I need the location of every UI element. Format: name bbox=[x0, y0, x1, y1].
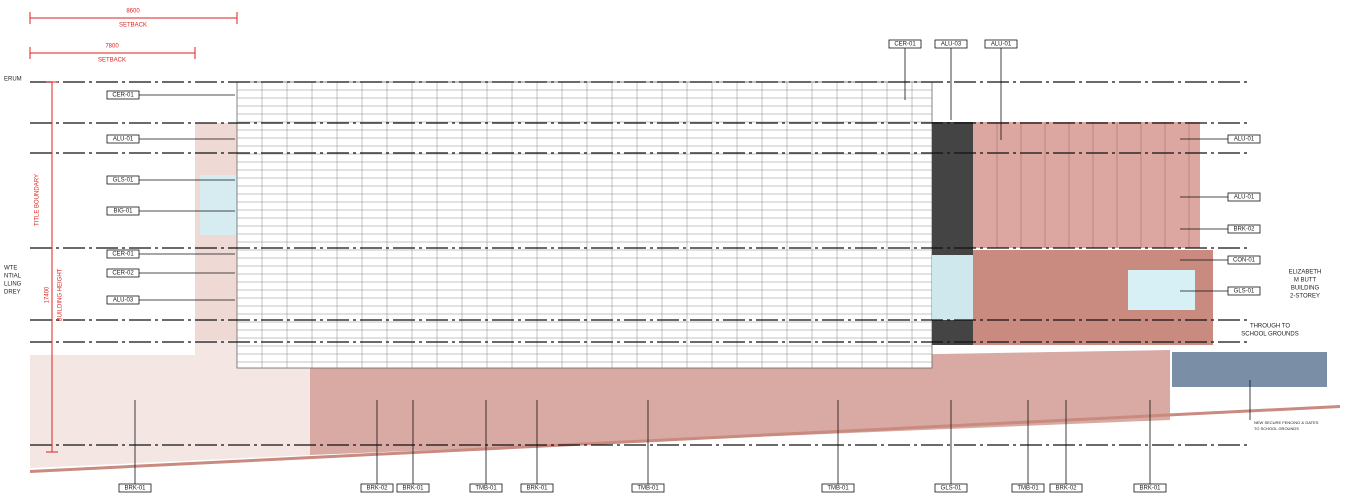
fence bbox=[1172, 352, 1327, 387]
tag-label: GLS-01 bbox=[1234, 289, 1255, 295]
note: BUILDING bbox=[1291, 286, 1320, 292]
tag-label: ALU-01 bbox=[1234, 137, 1255, 143]
tag-label: BRK-01 bbox=[124, 486, 146, 492]
edge-text: WTE bbox=[4, 266, 17, 272]
dimension-value: 7800 bbox=[105, 44, 119, 50]
tag-label: BRK-02 bbox=[1233, 227, 1255, 233]
tag-label: ALU-03 bbox=[113, 298, 134, 304]
aluminium-cladding bbox=[973, 122, 1200, 248]
tag-label: BRK-01 bbox=[526, 486, 548, 492]
tag-label: GLS-01 bbox=[113, 178, 134, 184]
tag-label: BRK-02 bbox=[366, 486, 388, 492]
screen-facade bbox=[237, 82, 932, 368]
tag-label: CER-01 bbox=[894, 42, 916, 48]
tag-label: TMB-01 bbox=[827, 486, 849, 492]
note: ELIZABETH bbox=[1289, 270, 1322, 276]
tag-label: TMB-01 bbox=[1017, 486, 1039, 492]
note: NEW SECURE FENCING & GATES bbox=[1254, 420, 1319, 425]
tag-label: BRK-02 bbox=[1055, 486, 1077, 492]
tag-label: BIG-01 bbox=[113, 209, 133, 215]
glazing bbox=[932, 255, 973, 320]
note: THROUGH TO bbox=[1250, 324, 1290, 330]
tag-label: TMB-01 bbox=[475, 486, 497, 492]
dimension-label: SETBACK bbox=[98, 58, 126, 64]
tag-label: ALU-01 bbox=[991, 42, 1012, 48]
tag-label: BRK-01 bbox=[1139, 486, 1161, 492]
tag-label: ALU-01 bbox=[113, 137, 134, 143]
elevation-drawing: 8600 SETBACK 7800 SETBACK ERUM TITLE BOU… bbox=[0, 0, 1348, 502]
tag-label: TMB-01 bbox=[637, 486, 659, 492]
tag-label: ALU-01 bbox=[1234, 195, 1255, 201]
height-value: 17400 bbox=[45, 286, 51, 303]
edge-text: NTIAL bbox=[4, 274, 22, 280]
note: SCHOOL GROUNDS bbox=[1241, 332, 1298, 338]
edge-text: DREY bbox=[4, 290, 21, 296]
tag-label: BRK-01 bbox=[402, 486, 424, 492]
side-label: BUILDING HEIGHT bbox=[58, 268, 64, 321]
tag-label: CER-02 bbox=[112, 271, 134, 277]
left-glazing bbox=[200, 175, 237, 235]
tag-label: ALU-03 bbox=[941, 42, 962, 48]
tag-label: CER-01 bbox=[112, 93, 134, 99]
level-label: ERUM bbox=[4, 77, 22, 83]
edge-text: LLING bbox=[4, 282, 22, 288]
note: 2-STOREY bbox=[1290, 294, 1320, 300]
side-label: TITLE BOUNDARY bbox=[35, 174, 41, 226]
tag-label: CON-01 bbox=[1233, 258, 1256, 264]
tag-label: CER-01 bbox=[112, 252, 134, 258]
window bbox=[1128, 270, 1195, 310]
dimension-value: 8600 bbox=[126, 9, 140, 15]
tag-label: GLS-01 bbox=[941, 486, 962, 492]
dimension-label: SETBACK bbox=[119, 23, 147, 29]
note: M BUTT bbox=[1294, 278, 1317, 284]
note: TO SCHOOL GROUNDS bbox=[1254, 426, 1299, 431]
